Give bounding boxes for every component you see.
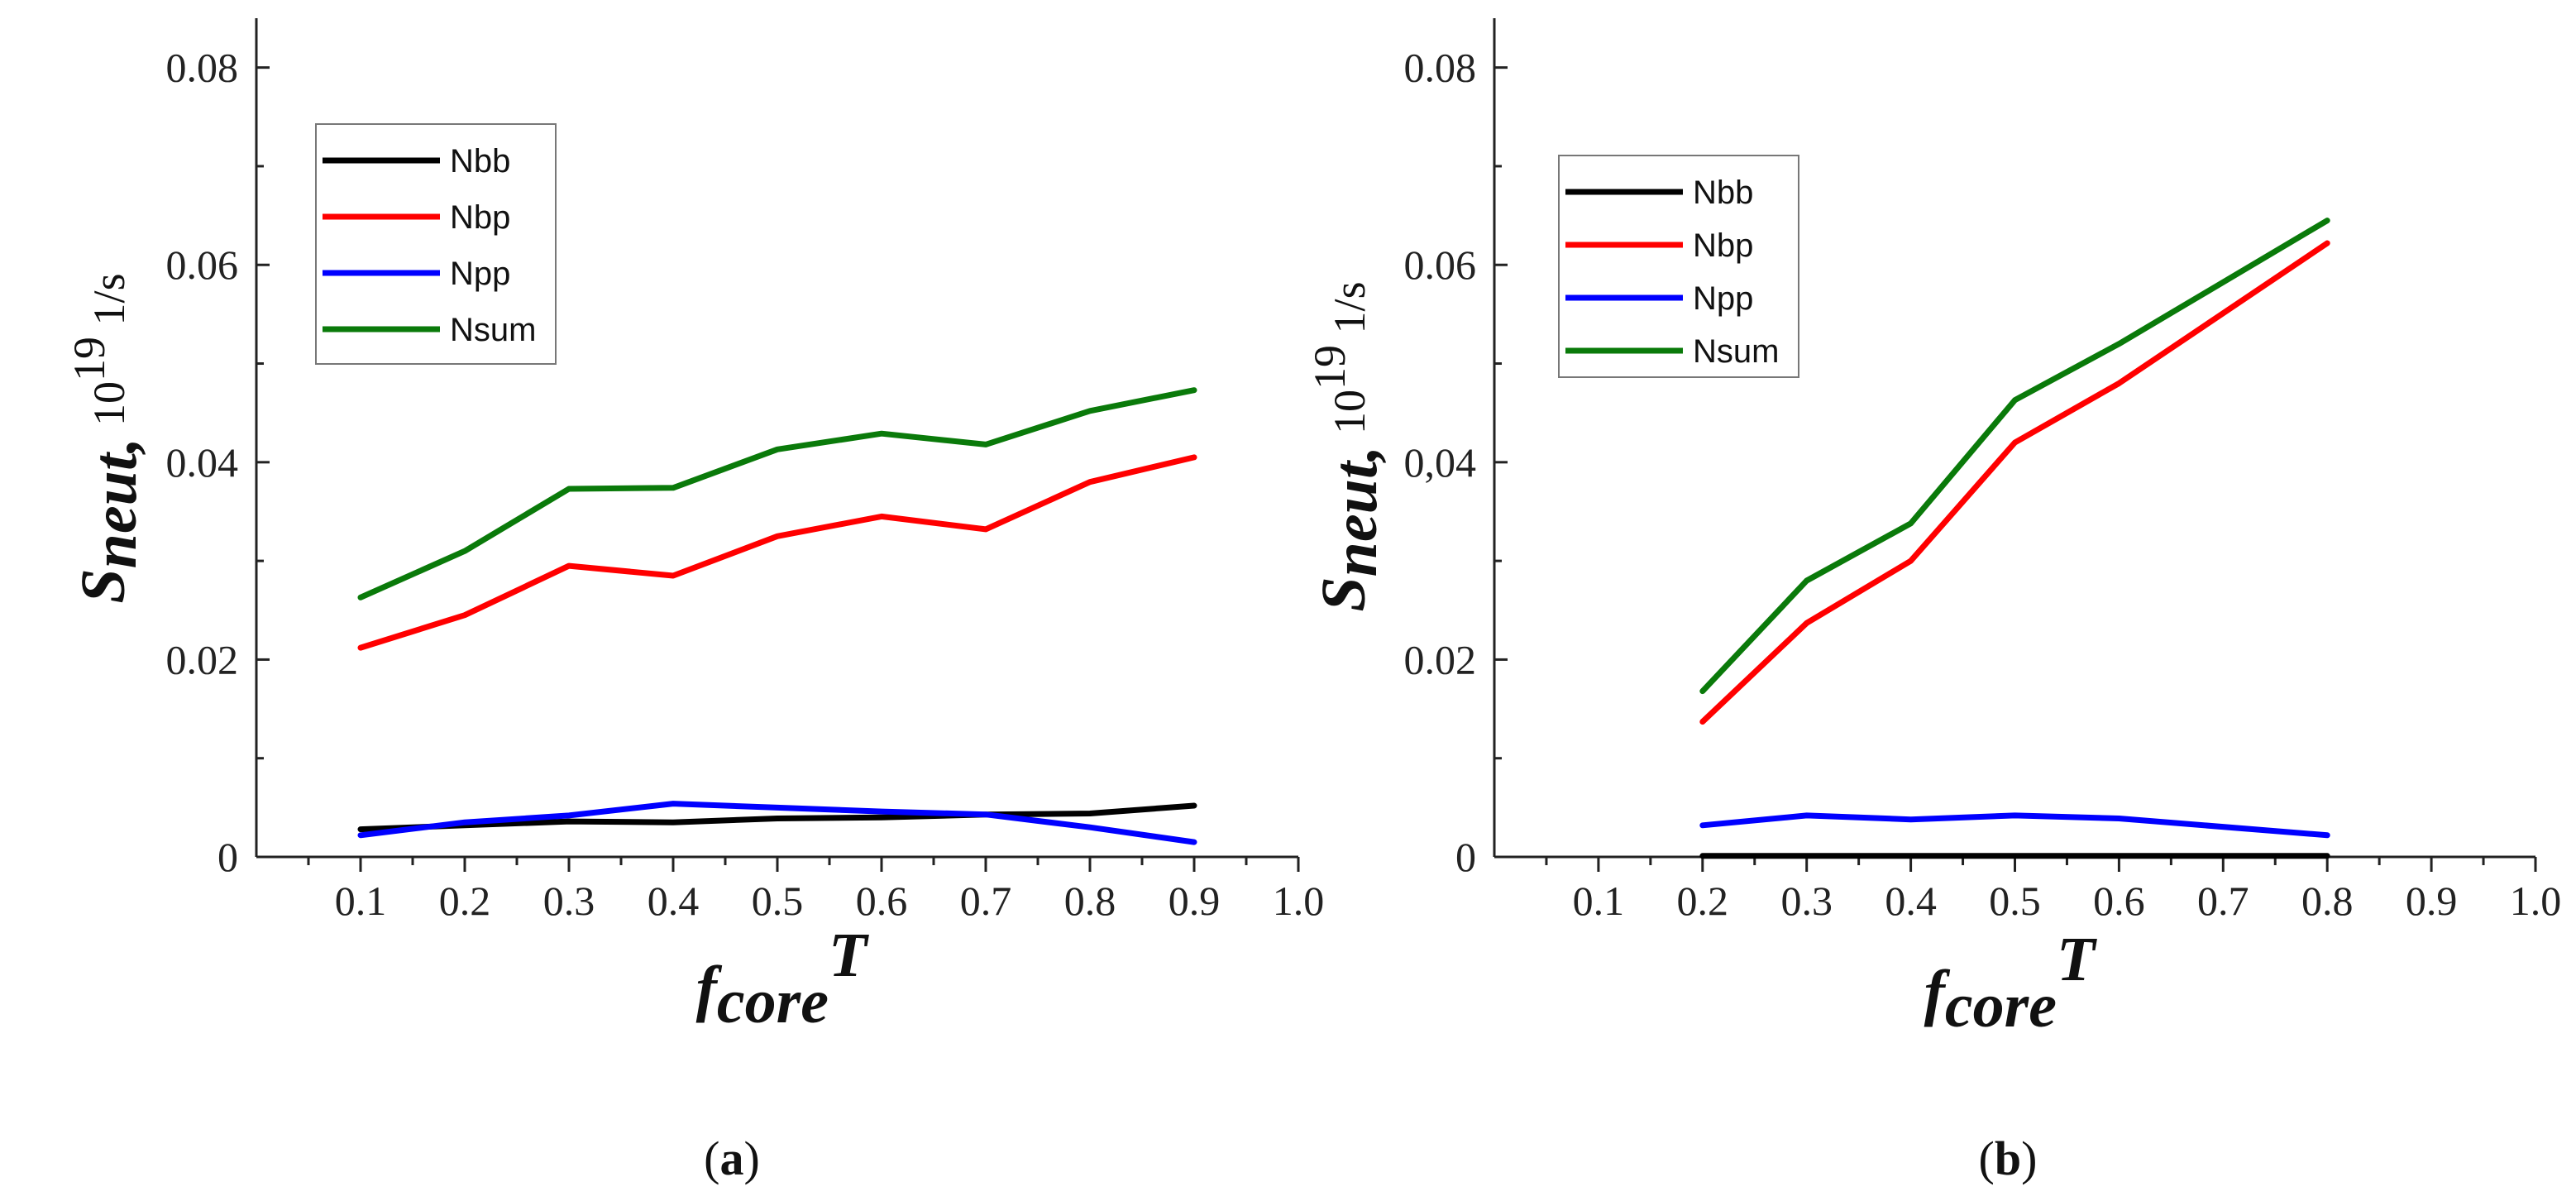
x-tick-label: 0.3 [543, 878, 595, 924]
panel-label-letter: a [720, 1132, 744, 1185]
x-tick-label: 0.7 [2197, 878, 2249, 924]
y-label-sub: neut, [80, 438, 150, 568]
legend-label-nsum: Nsum [1693, 333, 1779, 370]
x-tick-label: 1.0 [2510, 878, 2562, 924]
legend-label-nbp: Nbp [1693, 227, 1753, 264]
x-axis-label: fcoreT [696, 921, 869, 1036]
y-tick-label: 0,04 [1404, 439, 1477, 486]
y-ticks: 0 0.02 0,04 0.06 0.08 [1404, 45, 1508, 880]
series-line-nsum [357, 387, 1197, 600]
y-label-exponent: 19 [65, 337, 114, 381]
legend-label-nbb: Nbb [450, 143, 510, 179]
x-tick-label: 0.7 [960, 878, 1012, 924]
panel-label-close: ) [2021, 1132, 2037, 1185]
y-tick-label: 0.08 [166, 45, 239, 91]
y-tick-label: 0.02 [1404, 636, 1477, 682]
legend-items: Nbb Nbp Npp Nsum [1565, 175, 1779, 370]
x-tick-label: 0.8 [1064, 878, 1116, 924]
y-label-unit: 1/s [1325, 281, 1374, 345]
y-label-sub: neut, [1321, 446, 1390, 577]
legend-label-nbp: Nbp [450, 199, 510, 236]
panel-a: 00.020.040.060.08 0.1 0.2 0.3 0.4 0.5 0.6 0.7 0… [65, 18, 1324, 1185]
legend-label-npp: Npp [450, 256, 510, 292]
legend-label-npp: Npp [1693, 280, 1753, 317]
y-tick-label: 0.06 [1404, 242, 1477, 288]
y-axis-label: Sneut, 1019 1/s [1305, 281, 1390, 611]
legend-items: Nbb Nbp Npp Nsum [323, 143, 536, 348]
x-tick-label: 0.2 [439, 878, 491, 924]
x-tick-label: 0.2 [1677, 878, 1729, 924]
panel-label-a: (a) [704, 1132, 760, 1185]
series-line-npp [357, 801, 1197, 845]
x-label-sup: T [2057, 925, 2097, 994]
y-label-main: S [1309, 577, 1379, 611]
x-tick-label: 0.1 [1573, 878, 1625, 924]
y-label-exponent: 19 [1305, 345, 1355, 390]
series-line-nsum [1699, 218, 2330, 695]
x-tick-label: 0.9 [2406, 878, 2458, 924]
panel-label-close: ) [744, 1132, 760, 1185]
panel-label-letter: b [1995, 1132, 2021, 1185]
y-tick-label: 0.06 [166, 242, 239, 288]
y-tick-label: 0 [1455, 834, 1476, 880]
y-axis-label: Sneut, 1019 1/s [65, 273, 150, 603]
panel-label-b: (b) [1979, 1132, 2038, 1185]
panel-b: 00.020,040.060.08 0.1 0.2 0.3 0.4 0.5 0.6 0.7 0… [1305, 18, 2561, 1185]
legend-label-nbb: Nbb [1693, 175, 1753, 211]
legend-box [315, 123, 557, 365]
y-tick-label: 0.04 [166, 439, 239, 486]
x-tick-label: 0.9 [1169, 878, 1221, 924]
legend-label-nsum: Nsum [450, 312, 536, 348]
panel-label-open: ( [704, 1132, 719, 1185]
y-label-unit: 1/s [84, 273, 134, 337]
x-tick-label: 0.3 [1780, 878, 1833, 924]
y-ticks: 0 0.02 0.04 0.06 0.08 [166, 45, 270, 880]
series-layer [1699, 218, 2330, 859]
y-label-main: S [69, 568, 138, 603]
x-tick-label: 0.5 [752, 878, 804, 924]
x-ticks: 0.1 0.2 0.3 0.4 0.5 0.6 0.7 0.8 0.9 1.0 [307, 857, 1325, 924]
x-ticks: 0.1 0.2 0.3 0.4 0.5 0.6 0.7 0.8 0.9 1.0 [1545, 857, 2562, 924]
y-tick-label: 0 [217, 834, 238, 880]
legend: Nbb Nbp Npp Nsum [1558, 155, 1799, 378]
x-tick-label: 0.4 [1885, 878, 1937, 924]
x-tick-label: 0.1 [335, 878, 387, 924]
x-tick-label: 0.6 [856, 878, 908, 924]
x-tick-label: 1.0 [1273, 878, 1325, 924]
y-label-base: 10 [1325, 390, 1374, 434]
series-line-nbp [1699, 240, 2330, 725]
series-line-nbp [357, 454, 1197, 651]
series-layer [357, 387, 1197, 845]
legend: Nbb Nbp Npp Nsum [315, 123, 557, 365]
x-tick-label: 0.5 [1989, 878, 2041, 924]
y-label-base: 10 [84, 381, 134, 426]
x-tick-label: 0.6 [2093, 878, 2145, 924]
y-tick-label: 0.08 [1404, 45, 1477, 91]
x-axis-label: fcoreT [1924, 925, 2097, 1041]
panel-label-open: ( [1979, 1132, 1995, 1185]
x-label-sub: core [717, 967, 829, 1036]
series-line-nbb [357, 802, 1197, 833]
x-label-sub: core [1945, 971, 2057, 1041]
series-line-npp [1699, 812, 2330, 839]
y-tick-label: 0.02 [166, 636, 239, 682]
x-tick-label: 0.4 [648, 878, 700, 924]
x-tick-label: 0.8 [2301, 878, 2354, 924]
x-label-sup: T [829, 921, 869, 990]
